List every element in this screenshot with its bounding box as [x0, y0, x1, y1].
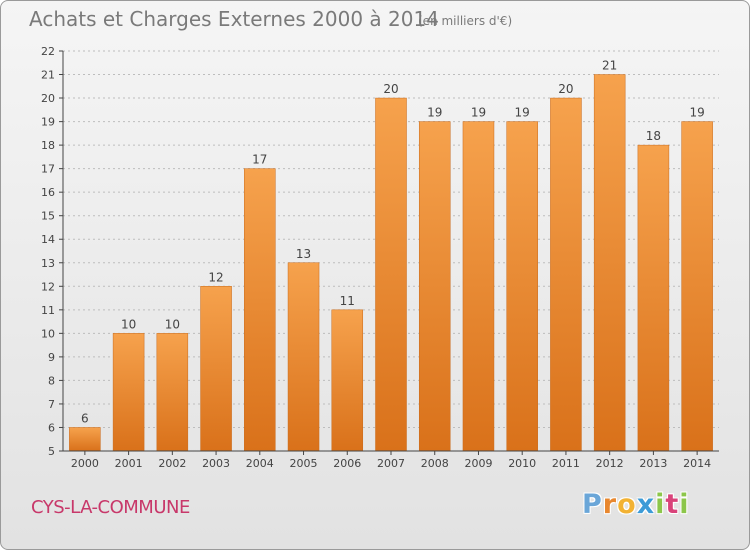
chart-title: Achats et Charges Externes 2000 à 2014 — [29, 7, 439, 31]
data-label: 19 — [515, 106, 530, 120]
logo-letter: o — [617, 489, 637, 520]
data-label: 19 — [689, 106, 704, 120]
x-tick-label: 2004 — [246, 457, 274, 470]
x-tick-label: 2005 — [290, 457, 318, 470]
bar — [69, 427, 101, 452]
data-label: 19 — [427, 106, 442, 120]
y-tick-label: 9 — [48, 351, 55, 364]
bar — [418, 121, 451, 452]
y-tick-label: 16 — [41, 186, 55, 199]
data-label: 18 — [646, 129, 661, 143]
bar — [593, 74, 626, 452]
data-label: 11 — [340, 294, 355, 308]
data-label: 6 — [81, 411, 89, 425]
proxiti-logo: Proxiti — [582, 489, 690, 520]
y-tick-label: 8 — [48, 374, 55, 387]
x-tick-label: 2009 — [464, 457, 492, 470]
logo-letter: t — [665, 489, 680, 520]
x-tick-label: 2001 — [115, 457, 143, 470]
bar — [244, 168, 276, 452]
y-tick-label: 20 — [41, 92, 55, 105]
y-tick-label: 21 — [41, 69, 55, 82]
x-tick-label: 2000 — [71, 457, 99, 470]
y-tick-label: 15 — [41, 210, 55, 223]
x-tick-label: 2008 — [421, 457, 449, 470]
data-label: 12 — [208, 270, 223, 284]
logo-letter: P — [582, 489, 603, 520]
y-tick-label: 14 — [41, 233, 55, 246]
bar — [681, 121, 713, 452]
data-label: 17 — [252, 153, 267, 167]
logo-letter: i — [655, 489, 666, 520]
y-tick-label: 22 — [41, 45, 55, 58]
x-tick-label: 2014 — [683, 457, 711, 470]
bar — [287, 262, 320, 452]
data-label: 20 — [383, 82, 398, 96]
x-tick-label: 2003 — [202, 457, 230, 470]
data-label: 10 — [165, 317, 180, 331]
y-tick-label: 11 — [41, 304, 55, 317]
bar — [462, 121, 495, 452]
bar — [200, 286, 232, 452]
bar — [637, 144, 670, 452]
x-tick-label: 2010 — [508, 457, 536, 470]
data-label: 20 — [558, 82, 573, 96]
data-label: 19 — [471, 106, 486, 120]
y-tick-label: 10 — [41, 327, 55, 340]
data-label: 21 — [602, 59, 617, 73]
x-tick-label: 2013 — [639, 457, 667, 470]
x-tick-label: 2006 — [333, 457, 361, 470]
x-tick-label: 2007 — [377, 457, 405, 470]
commune-name: CYS-LA-COMMUNE — [31, 497, 190, 518]
bar — [375, 97, 407, 452]
y-tick-label: 7 — [48, 398, 55, 411]
y-tick-label: 12 — [41, 280, 55, 293]
logo-letter: x — [636, 489, 656, 520]
y-tick-label: 19 — [41, 116, 55, 129]
x-tick-label: 2011 — [552, 457, 580, 470]
y-tick-label: 6 — [48, 421, 55, 434]
bar — [506, 121, 538, 452]
chart-subtitle: (en milliers d'€) — [418, 14, 513, 28]
logo-letter: i — [679, 489, 690, 520]
y-tick-label: 17 — [41, 163, 55, 176]
bar — [550, 97, 582, 452]
bar — [112, 333, 145, 452]
bar — [331, 309, 364, 452]
x-tick-label: 2002 — [158, 457, 186, 470]
bar — [156, 333, 189, 452]
data-label: 13 — [296, 247, 311, 261]
data-label: 10 — [121, 317, 136, 331]
logo-letter: r — [602, 489, 618, 520]
y-tick-label: 13 — [41, 257, 55, 270]
y-tick-label: 5 — [48, 445, 55, 458]
y-tick-label: 18 — [41, 139, 55, 152]
x-tick-label: 2012 — [596, 457, 624, 470]
